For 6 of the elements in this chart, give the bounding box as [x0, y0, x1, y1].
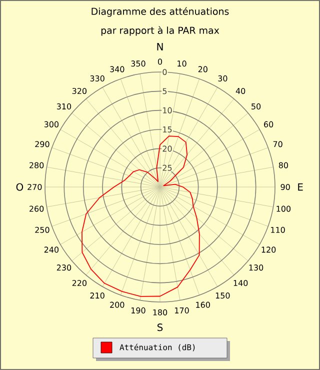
chart-title: Diagramme des atténuations	[92, 7, 229, 17]
text: O	[16, 183, 24, 191]
chart-subtitle: par rapport à la PAR max	[101, 26, 220, 36]
text: S	[157, 324, 163, 332]
text: N	[157, 43, 163, 50]
text: E	[298, 183, 303, 191]
